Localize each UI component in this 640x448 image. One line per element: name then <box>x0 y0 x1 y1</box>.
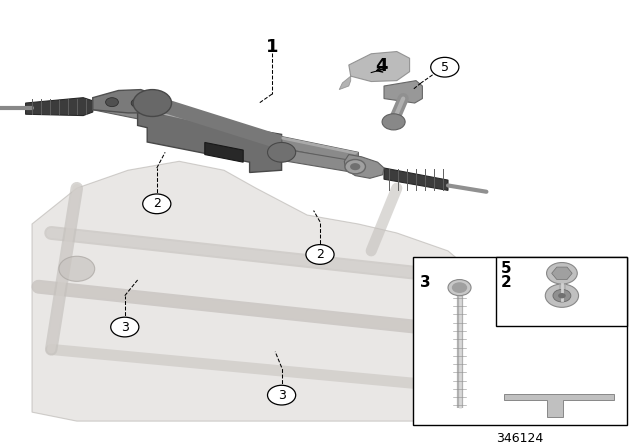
Polygon shape <box>26 98 93 116</box>
Text: 3: 3 <box>420 275 431 290</box>
Circle shape <box>131 99 144 108</box>
Circle shape <box>350 163 360 170</box>
Polygon shape <box>32 161 480 421</box>
Text: 4: 4 <box>374 57 387 75</box>
Circle shape <box>106 98 118 107</box>
Polygon shape <box>339 76 351 90</box>
Text: 346124: 346124 <box>496 431 543 445</box>
FancyBboxPatch shape <box>413 257 627 425</box>
Circle shape <box>545 284 579 307</box>
Circle shape <box>133 90 172 116</box>
Polygon shape <box>384 168 448 190</box>
Circle shape <box>268 385 296 405</box>
Polygon shape <box>344 155 384 178</box>
Text: 2: 2 <box>500 275 511 290</box>
Polygon shape <box>349 52 410 82</box>
Circle shape <box>268 142 296 162</box>
Circle shape <box>382 114 405 130</box>
Polygon shape <box>384 81 422 103</box>
Text: 3: 3 <box>278 388 285 402</box>
Circle shape <box>143 194 171 214</box>
Polygon shape <box>552 267 572 280</box>
Polygon shape <box>154 95 282 150</box>
Polygon shape <box>282 149 362 174</box>
Text: 5: 5 <box>500 261 511 276</box>
Circle shape <box>111 317 139 337</box>
Circle shape <box>558 293 566 298</box>
Text: 2: 2 <box>316 248 324 261</box>
Circle shape <box>553 289 571 302</box>
Polygon shape <box>205 142 243 162</box>
Circle shape <box>345 159 365 174</box>
Circle shape <box>547 263 577 284</box>
Circle shape <box>452 282 467 293</box>
Polygon shape <box>138 94 282 172</box>
Text: 3: 3 <box>121 320 129 334</box>
Polygon shape <box>93 98 358 164</box>
Circle shape <box>306 245 334 264</box>
Text: 2: 2 <box>153 197 161 211</box>
Circle shape <box>431 57 459 77</box>
Circle shape <box>448 280 471 296</box>
Polygon shape <box>504 394 614 417</box>
Polygon shape <box>93 90 154 113</box>
Circle shape <box>59 256 95 281</box>
Polygon shape <box>93 98 358 155</box>
Text: 5: 5 <box>441 60 449 74</box>
FancyBboxPatch shape <box>496 257 627 326</box>
Text: 1: 1 <box>266 38 278 56</box>
